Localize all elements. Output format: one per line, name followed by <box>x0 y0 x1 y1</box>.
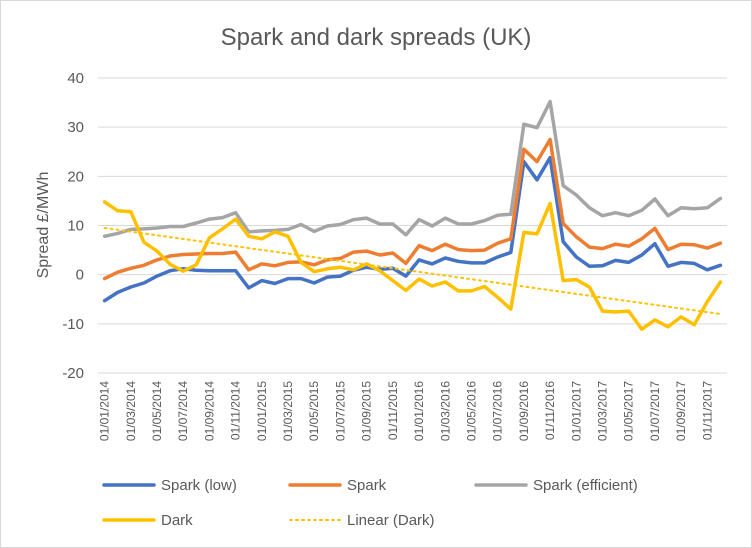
x-tick-label: 01/09/2017 <box>674 381 688 441</box>
y-tick-label: -10 <box>62 316 84 333</box>
x-tick-label: 01/07/2015 <box>333 381 347 441</box>
legend-label: Spark <box>347 477 387 494</box>
series-line-spark-efficient <box>102 99 723 239</box>
y-axis-ticks: 40 30 20 10 0 -10 -20 <box>62 70 84 382</box>
y-tick-label: 10 <box>67 218 84 235</box>
x-tick-label: 01/09/2014 <box>202 381 216 441</box>
x-tick-label: 01/11/2017 <box>700 381 714 440</box>
x-tick-label: 01/03/2015 <box>281 381 295 441</box>
x-tick-label: 01/09/2016 <box>517 381 531 441</box>
series-line-spark <box>102 137 723 281</box>
x-axis-ticks: 01/01/2014 01/03/2014 01/05/2014 01/07/2014… <box>98 381 715 441</box>
y-tick-label: 20 <box>67 168 84 185</box>
x-tick-label: 01/01/2017 <box>569 381 583 441</box>
legend: Spark (low) Spark Spark (efficient) Dark Lin… <box>102 477 638 529</box>
x-tick-label: 01/09/2015 <box>360 381 374 441</box>
x-tick-label: 01/07/2017 <box>648 381 662 441</box>
x-tick-label: 01/03/2014 <box>124 381 138 441</box>
x-tick-label: 01/07/2014 <box>176 381 190 441</box>
x-tick-label: 01/01/2015 <box>255 381 269 441</box>
series-line-spark-low <box>102 155 723 303</box>
legend-label: Spark (low) <box>161 477 237 494</box>
series-line-linear-dark <box>103 226 722 315</box>
y-tick-label: 40 <box>67 70 84 87</box>
chart-title: Spark and dark spreads (UK) <box>221 24 532 51</box>
x-tick-label: 01/11/2014 <box>229 381 243 440</box>
x-tick-label: 01/11/2016 <box>543 381 557 440</box>
x-tick-label: 01/05/2015 <box>307 381 321 441</box>
x-tick-label: 01/03/2017 <box>596 381 610 441</box>
legend-label: Dark <box>161 512 193 529</box>
y-tick-label: -20 <box>62 365 84 382</box>
x-tick-label: 01/07/2016 <box>491 381 505 441</box>
legend-label: Linear (Dark) <box>347 512 435 529</box>
series-lines <box>102 99 723 331</box>
legend-label: Spark (efficient) <box>533 477 638 494</box>
x-tick-label: 01/03/2016 <box>438 381 452 441</box>
y-tick-label: 0 <box>76 267 84 284</box>
x-tick-label: 01/01/2016 <box>412 381 426 441</box>
y-tick-label: 30 <box>67 119 84 136</box>
x-tick-label: 01/05/2017 <box>622 381 636 441</box>
x-tick-label: 01/11/2015 <box>386 381 400 440</box>
x-tick-label: 01/01/2014 <box>98 381 112 441</box>
x-tick-label: 01/05/2016 <box>464 381 478 441</box>
x-tick-label: 01/05/2014 <box>150 381 164 441</box>
gridlines <box>98 77 727 374</box>
y-axis-label: Spread £/MWh <box>35 172 52 279</box>
